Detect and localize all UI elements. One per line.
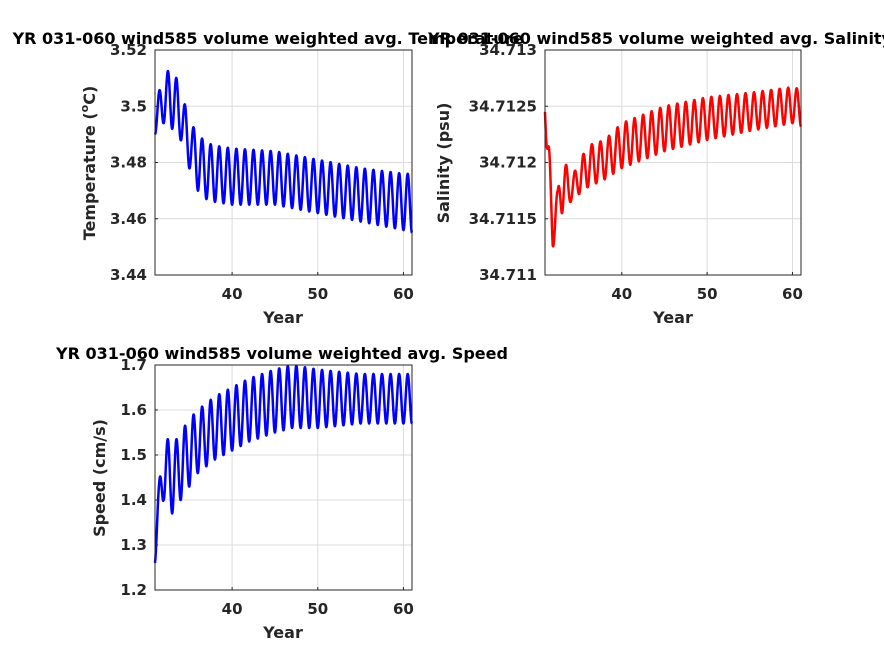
salinity-xtick-label: 50 xyxy=(697,285,718,303)
speed-ticks: 40 50 60 1.2 1.3 1.4 1.5 1.6 1.7 xyxy=(120,356,413,618)
speed-ytick-label: 1.6 xyxy=(120,401,147,419)
speed-ytick-label: 1.2 xyxy=(120,581,147,599)
speed-xtick-label: 40 xyxy=(222,600,243,618)
speed-xtick-label: 50 xyxy=(307,600,328,618)
temperature-ytick-label: 3.44 xyxy=(110,266,147,284)
temperature-xtick-label: 40 xyxy=(222,285,243,303)
speed-axes-box xyxy=(154,364,413,591)
salinity-ylabel: Salinity (psu) xyxy=(434,103,453,224)
salinity-xtick-label: 40 xyxy=(611,285,632,303)
temperature-ytick-label: 3.48 xyxy=(110,154,147,172)
salinity-ytick-label: 34.711 xyxy=(479,266,537,284)
temperature-xtick-label: 50 xyxy=(307,285,328,303)
speed-title: YR 031-060 wind585 volume weighted avg. … xyxy=(55,344,508,363)
salinity-xtick-label: 60 xyxy=(782,285,803,303)
temperature-ytick-label: 3.5 xyxy=(120,97,147,115)
speed-series-line xyxy=(153,364,414,564)
salinity-title: YR 031-060 wind585 volume weighted avg. … xyxy=(427,29,884,48)
salinity-series-line xyxy=(543,86,803,248)
temperature-title: YR 031-060 wind585 volume weighted avg. … xyxy=(12,29,524,48)
temperature-xtick-label: 60 xyxy=(393,285,414,303)
speed-ytick-label: 1.4 xyxy=(120,491,147,509)
salinity-ytick-label: 34.712 xyxy=(479,154,537,172)
salinity-ticks: 40 50 60 34.711 34.7115 34.712 34.7125 34.713 xyxy=(469,41,803,303)
speed-ylabel: Speed (cm/s) xyxy=(90,419,109,537)
speed-panel: YR 031-060 wind585 volume weighted avg. … xyxy=(55,344,508,642)
speed-ytick-label: 1.7 xyxy=(120,356,147,374)
salinity-panel: 40 50 60 34.711 34.7115 34.712 34.7125 34.713 Y… xyxy=(427,29,884,327)
temperature-ylabel: Temperature (oC) xyxy=(78,86,99,241)
speed-ytick-label: 1.5 xyxy=(120,446,147,464)
temperature-grid xyxy=(155,49,412,276)
temperature-ticks: 40 50 60 3.44 3.46 3.48 3.5 3.52 xyxy=(110,41,414,303)
temperature-xlabel: Year xyxy=(262,308,303,327)
speed-xlabel: Year xyxy=(262,623,303,642)
speed-grid xyxy=(155,364,412,591)
temperature-series-line xyxy=(153,69,414,234)
salinity-ytick-label: 34.7115 xyxy=(469,210,537,228)
speed-ytick-label: 1.3 xyxy=(120,536,147,554)
salinity-ytick-label: 34.7125 xyxy=(469,97,537,115)
salinity-ytick-label: 34.713 xyxy=(479,41,537,59)
temperature-panel: YR 031-060 wind585 volume weighted avg. … xyxy=(12,29,524,327)
salinity-xlabel: Year xyxy=(652,308,693,327)
speed-xtick-label: 60 xyxy=(393,600,414,618)
temperature-ytick-label: 3.46 xyxy=(110,210,147,228)
temperature-ytick-label: 3.52 xyxy=(110,41,147,59)
